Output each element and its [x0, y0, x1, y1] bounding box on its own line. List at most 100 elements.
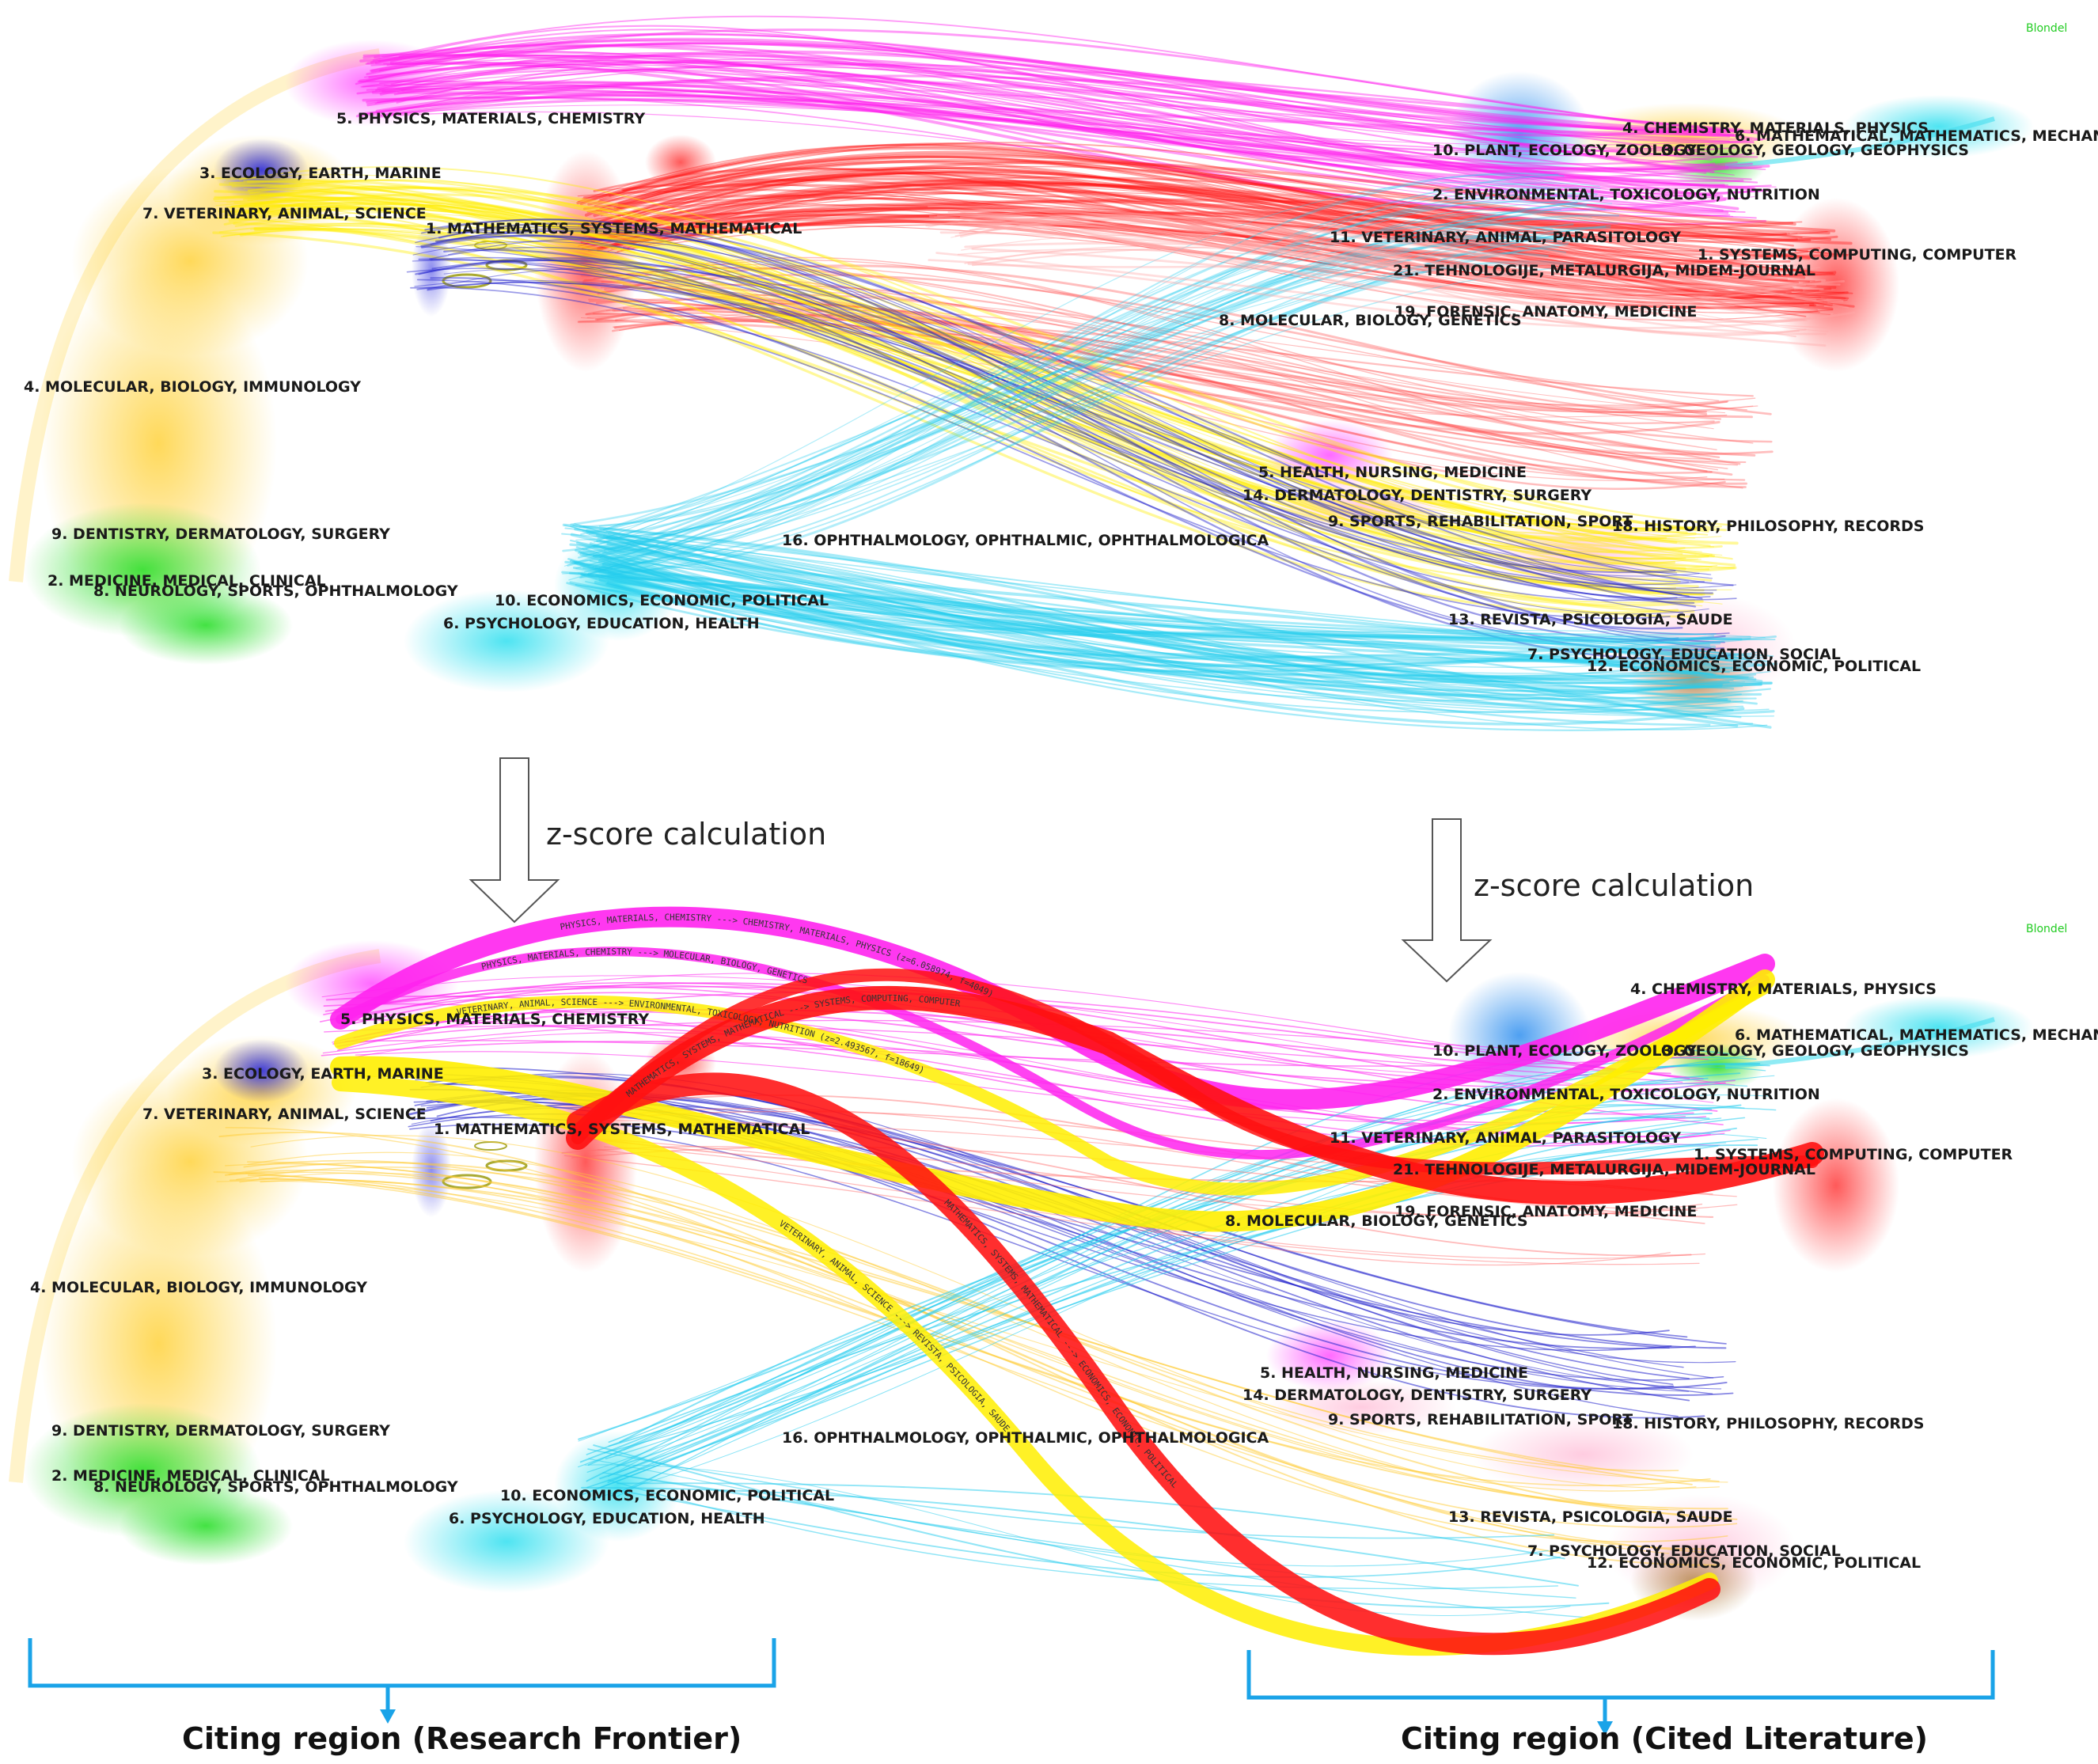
link-economics — [582, 567, 1711, 726]
link-physics — [366, 32, 1730, 134]
bottom-right-cluster-11: 11. VETERINARY, ANIMAL, PARASITOLOGY — [1330, 1129, 1681, 1147]
link-mathematics — [613, 155, 1834, 310]
link-mathematics — [597, 184, 1827, 305]
bottom-right-cluster-21: 21. TEHNOLOGIJE, METALURGIJA, MIDEM-JOUR… — [1393, 1161, 1815, 1178]
link-misc — [967, 263, 1795, 288]
link-mathematics — [600, 157, 1793, 288]
top-right-cluster-8: 8. MOLECULAR, BIOLOGY, GENETICS — [1219, 312, 1522, 329]
link-veterinary — [251, 185, 1699, 565]
link-misc — [971, 248, 1844, 303]
link-physics — [362, 53, 1767, 226]
bottom-right-cluster-8: 8. MOLECULAR, BIOLOGY, GENETICS — [1225, 1212, 1528, 1230]
top-left-cluster-3: 3. ECOLOGY, EARTH, MARINE — [199, 165, 442, 182]
link-veterinary — [221, 229, 1702, 560]
link-physics — [368, 60, 1724, 198]
link-veterinary — [223, 201, 1695, 613]
link-economics-upper — [593, 214, 1620, 557]
link-mathematics — [582, 188, 1786, 295]
link-misc — [928, 259, 1856, 329]
link-mathematics — [590, 181, 1811, 260]
link-physics — [370, 104, 1749, 146]
link-economics — [586, 529, 1728, 708]
link-mathematics — [622, 212, 1795, 291]
link-physics — [362, 44, 1713, 137]
top-left-cluster-7: 7. VETERINARY, ANIMAL, SCIENCE — [142, 205, 427, 222]
link-mathematics — [593, 167, 1804, 309]
link-mathematics — [624, 169, 1818, 310]
bottom-left-cluster-5: 5. PHYSICS, MATERIALS, CHEMISTRY — [340, 1011, 649, 1028]
link-veterinary — [214, 190, 1699, 588]
link-mathematics — [582, 194, 1832, 294]
trajectory-mathematics-to-molecular — [571, 968, 1819, 1175]
link-veterinary — [249, 194, 1709, 560]
link-physics — [378, 61, 1766, 170]
link-mathematics-health — [619, 309, 1717, 450]
link-ecology — [415, 259, 1697, 608]
link-economics-thin-low — [617, 1489, 1561, 1578]
link-veterinary — [228, 206, 1737, 574]
link-veterinary — [254, 227, 1718, 571]
link-veterinary — [222, 228, 1713, 568]
link-physics — [379, 50, 1735, 137]
link-mathematics-health — [586, 294, 1773, 443]
link-economics — [569, 581, 1770, 663]
link-mathematics-health — [601, 283, 1721, 420]
link-mathematics-health — [622, 283, 1753, 419]
link-misc — [971, 245, 1798, 273]
link-economics-thin — [586, 1064, 1770, 1455]
link-molecular-thin — [250, 1135, 1721, 1489]
link-economics-thin-low — [593, 1444, 1610, 1609]
link-economics — [570, 525, 1751, 661]
link-economics — [589, 560, 1743, 714]
link-economics — [581, 573, 1777, 673]
link-mathematics — [580, 171, 1810, 272]
link-mathematics-health — [594, 307, 1726, 490]
link-economics — [601, 574, 1742, 719]
link-mathematics — [594, 142, 1803, 238]
link-mathematics — [605, 167, 1821, 253]
link-economics-upper — [588, 234, 1579, 575]
link-veterinary — [230, 203, 1697, 556]
link-mathematics-thin — [571, 1136, 1738, 1216]
top-right-cluster-16: 16. OPHTHALMOLOGY, OPHTHALMIC, OPHTHALMO… — [782, 532, 1269, 549]
link-ecology — [418, 257, 1725, 643]
left-zscore-arrow: z-score calculation — [469, 757, 826, 924]
link-ecology — [429, 246, 1679, 643]
link-economics — [599, 556, 1739, 728]
left-down-arrow-icon — [469, 757, 560, 924]
bottom-right-cluster-9: 9. SPORTS, REHABILITATION, SPORT — [1328, 1411, 1633, 1428]
bottom-left-cluster-2: 2. MEDICINE, MEDICAL, CLINICAL — [51, 1467, 330, 1485]
link-mathematics — [596, 180, 1828, 304]
link-economics — [562, 523, 1772, 729]
link-economics — [563, 524, 1743, 691]
link-veterinary — [238, 204, 1705, 596]
link-economics-upper — [567, 192, 1598, 567]
link-ecology — [438, 222, 1683, 630]
link-physics — [381, 87, 1716, 170]
link-veterinary — [218, 222, 1703, 596]
link-misc — [958, 213, 1806, 323]
link-ecology — [412, 241, 1709, 615]
link-physics — [370, 44, 1744, 183]
link-ecology — [420, 234, 1726, 642]
link-economics — [576, 541, 1773, 685]
bottom-right-cluster-10: 10. PLANT, ECOLOGY, ZOOLOGY — [1432, 1042, 1697, 1060]
link-physics — [376, 98, 1770, 171]
link-mathematics-health — [582, 267, 1729, 408]
link-misc — [968, 216, 1850, 309]
link-economics — [561, 571, 1721, 645]
link-veterinary — [250, 225, 1686, 560]
top-left-cluster-10: 10. ECONOMICS, ECONOMIC, POLITICAL — [495, 592, 829, 609]
link-mathematics-health — [580, 275, 1720, 401]
link-misc — [928, 205, 1817, 301]
link-mathematics-health — [586, 312, 1754, 444]
link-mathematics-health — [582, 282, 1715, 424]
link-veterinary — [233, 222, 1679, 615]
top-right-cluster-14: 14. DERMATOLOGY, DENTISTRY, SURGERY — [1242, 487, 1592, 504]
link-misc — [958, 208, 1841, 286]
link-mathematics-health — [578, 318, 1728, 469]
link-economics — [605, 530, 1757, 685]
link-mathematics — [589, 192, 1790, 237]
link-economics-upper — [562, 211, 1592, 575]
link-mathematics — [582, 224, 1820, 313]
